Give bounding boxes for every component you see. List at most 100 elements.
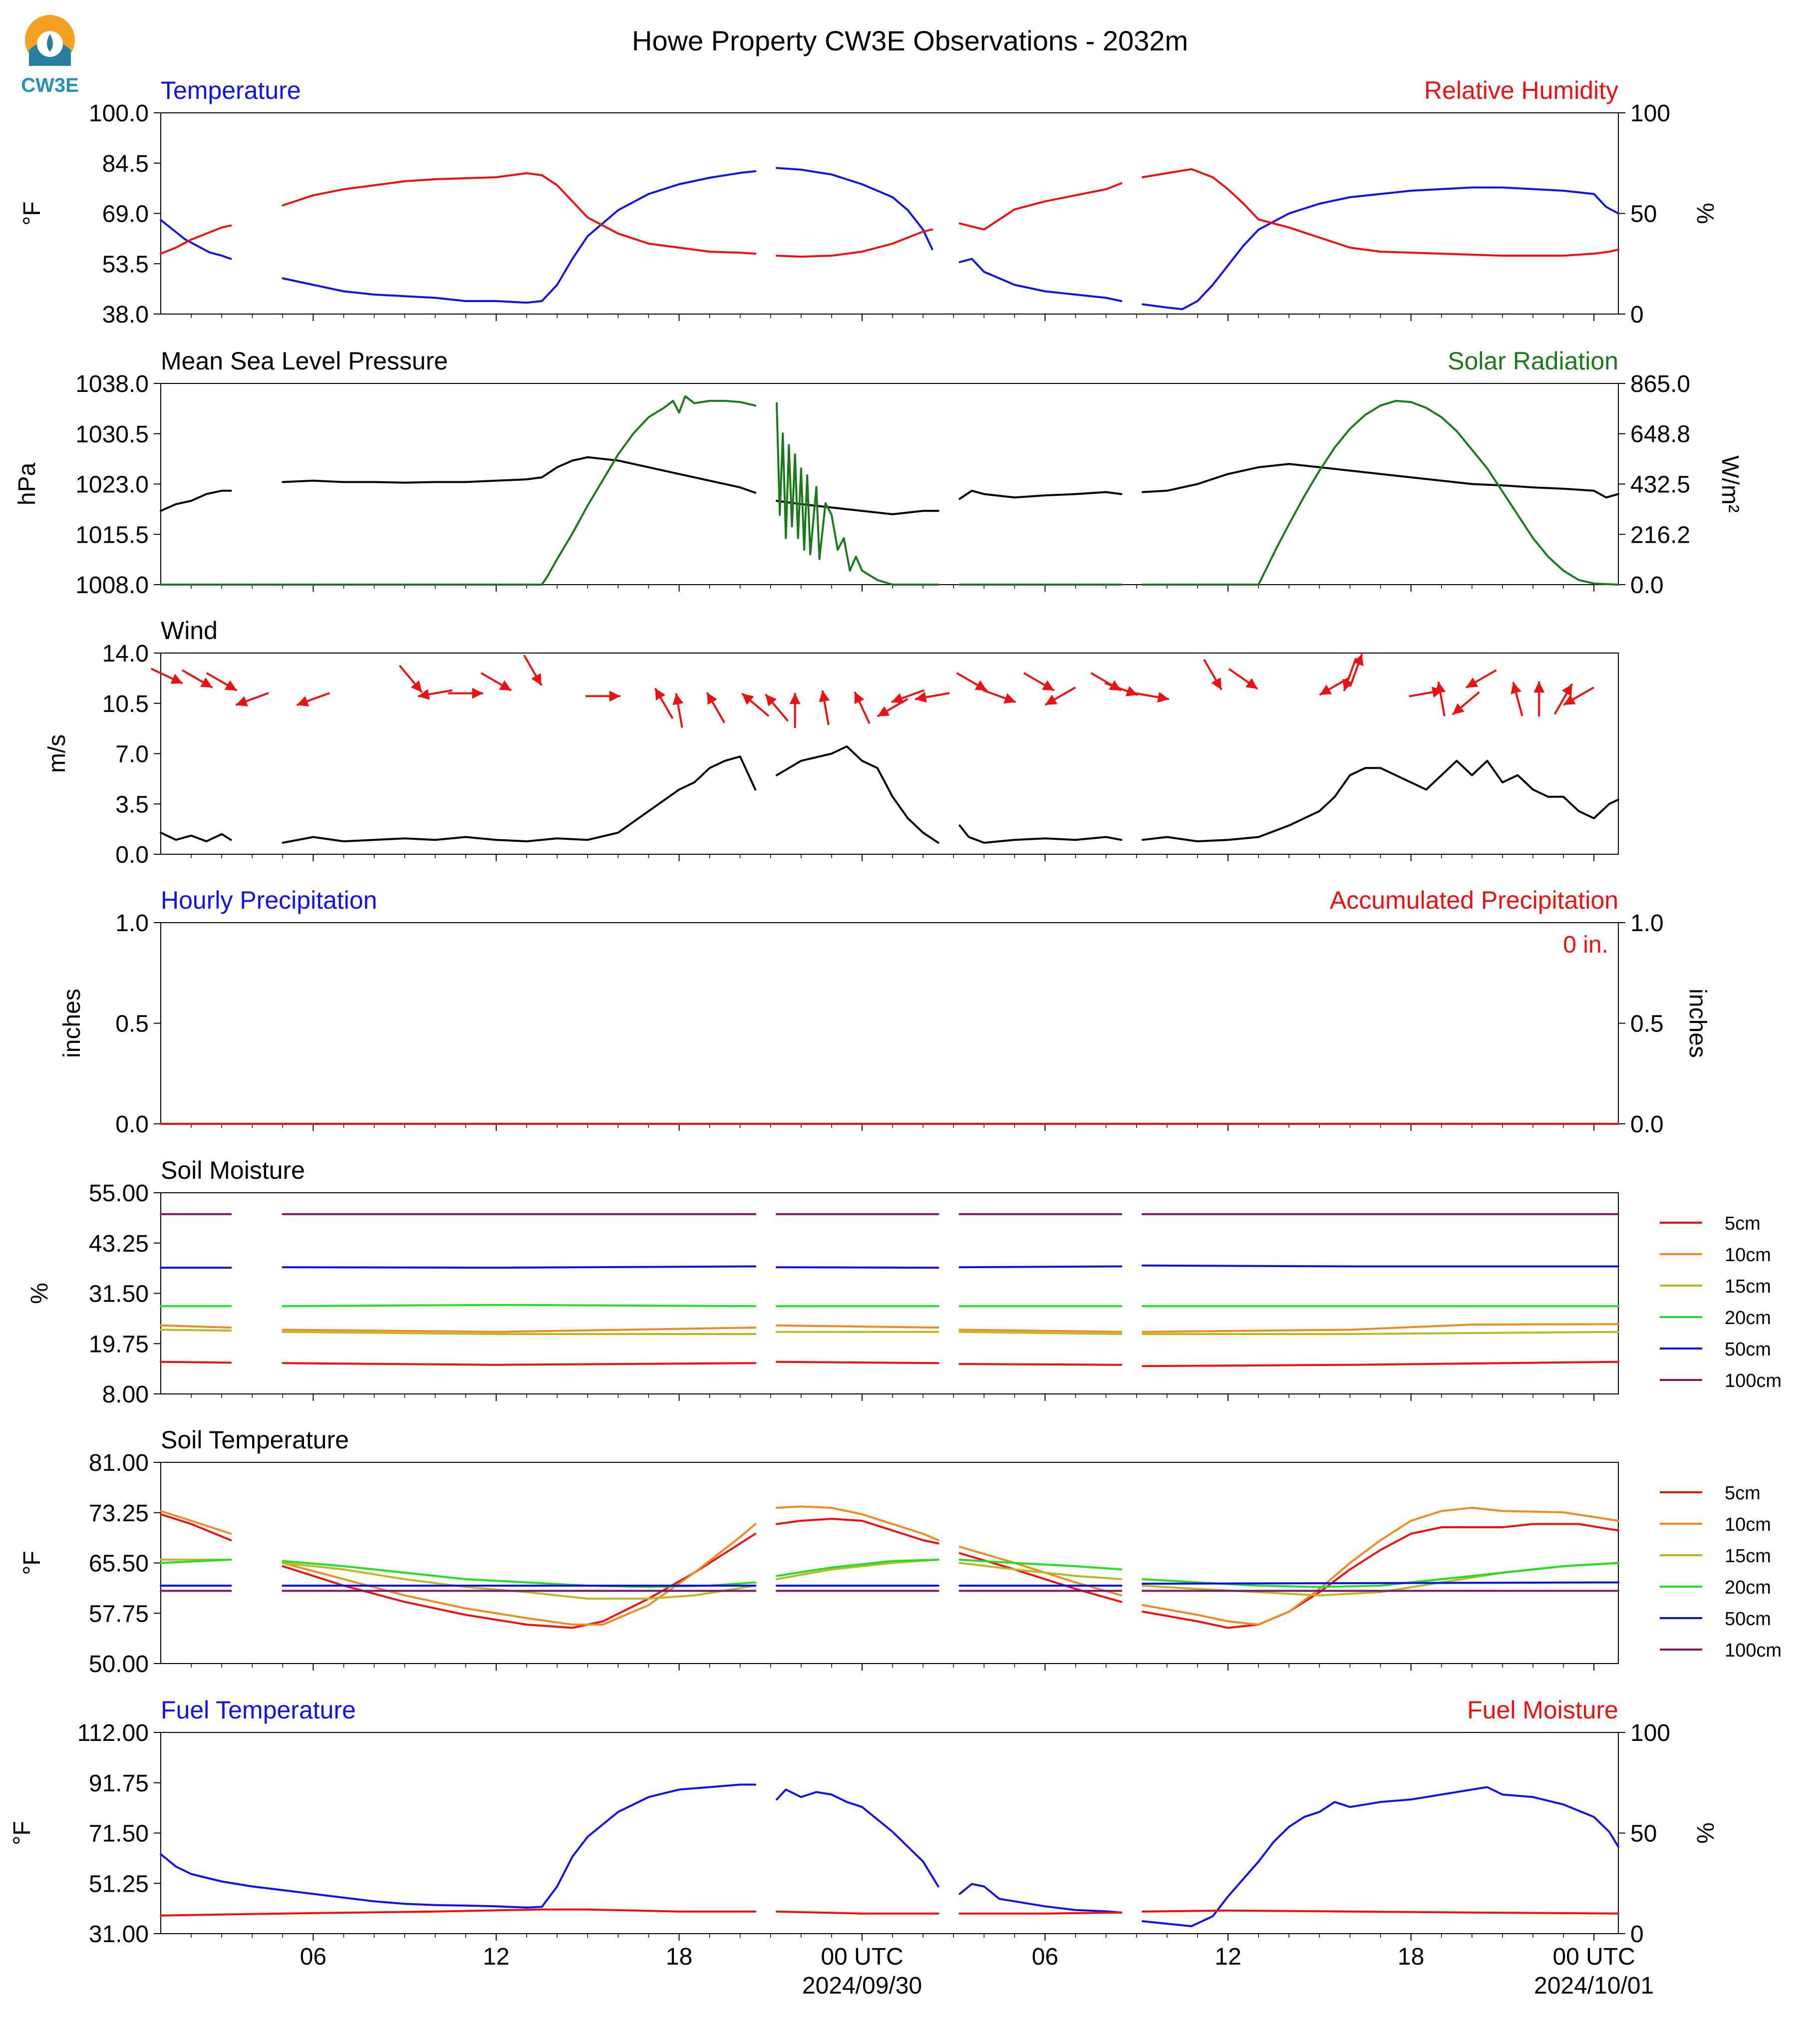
- wind-arrow-head: [200, 677, 213, 688]
- series-line-50cm: [160, 1581, 1619, 1587]
- y-tick-label: 84.5: [102, 151, 149, 177]
- x-tick-label: 06: [1032, 1944, 1058, 1970]
- y-tick-label: 0.5: [115, 1011, 149, 1037]
- wind-arrow-head: [1452, 703, 1465, 715]
- wind-arrow-head: [224, 680, 237, 691]
- y2-axis-label: W/m²: [1717, 455, 1743, 513]
- y-axis-label: °F: [19, 1551, 45, 1575]
- y-axis-label: %: [26, 1283, 53, 1304]
- wind-arrow-head: [1466, 677, 1479, 688]
- y2-tick-label: 0.0: [1630, 572, 1664, 599]
- series-line-15cm: [160, 1559, 1619, 1600]
- wind-arrow-head: [1045, 694, 1058, 705]
- x-tick-label: 12: [1214, 1944, 1241, 1970]
- plot-frame: [160, 1732, 1619, 1934]
- y-tick-label: 7.0: [115, 741, 149, 768]
- panel-left-title: Temperature: [161, 76, 301, 104]
- y-tick-label: 38.0: [102, 302, 149, 328]
- wind-arrow-head: [915, 691, 927, 703]
- series-line-10cm: [160, 1505, 1619, 1626]
- y2-tick-label: 100: [1630, 100, 1670, 127]
- y-tick-label: 1038.0: [75, 371, 149, 397]
- y-tick-label: 1015.5: [75, 522, 149, 548]
- panel-pressure_solar: Mean Sea Level Pressure Solar Radiation 10…: [14, 347, 1743, 599]
- y2-tick-label: 0: [1630, 302, 1644, 328]
- series-line-temperature: [160, 167, 1619, 311]
- panel-temp_rh: Temperature Relative Humidity 38.0 53.5 69.0…: [19, 76, 1718, 328]
- y-axis-label: inches: [59, 989, 85, 1058]
- wind-arrow-head: [499, 680, 512, 691]
- y-tick-label: 69.0: [102, 201, 149, 228]
- panel-soil_temperature: Soil Temperature 50.00 57.75 65.50 73.25 81.0…: [19, 1426, 1782, 1678]
- y2-axis-label: %: [1692, 1822, 1718, 1844]
- y2-tick-label: 432.5: [1630, 472, 1690, 498]
- wind-arrow-head: [410, 680, 422, 692]
- x-tick-label: 18: [666, 1944, 692, 1970]
- wind-arrow-head: [1533, 681, 1545, 693]
- wind-arrow-head: [672, 693, 684, 705]
- x-tick-label: 06: [300, 1944, 326, 1970]
- y-tick-label: 31.00: [89, 1921, 149, 1948]
- legend-label: 5cm: [1725, 1213, 1761, 1234]
- y-tick-label: 1023.0: [75, 472, 149, 498]
- y2-tick-label: 50: [1630, 1821, 1657, 1847]
- panel-wind: Wind 0.0 3.5 7.0 10.5 14.0 m/s: [44, 617, 1619, 868]
- y-tick-label: 0.0: [115, 842, 149, 868]
- y2-tick-label: 216.2: [1630, 522, 1690, 548]
- legend-label: 50cm: [1725, 1609, 1771, 1630]
- y-tick-label: 73.25: [89, 1500, 149, 1527]
- y-axis-label: °F: [19, 201, 45, 226]
- y2-tick-label: 0.0: [1630, 1111, 1664, 1138]
- series-line-solar: [160, 395, 1619, 586]
- legend-label: 100cm: [1725, 1370, 1782, 1391]
- legend-label: 10cm: [1725, 1514, 1771, 1535]
- logo: CW3E: [21, 15, 79, 96]
- y2-tick-label: 865.0: [1630, 371, 1690, 397]
- wind-arrow-head: [974, 680, 987, 691]
- x-axis: 06 12 18 00 UTC 06 12 18 00 UTC 2024/09/30 2024/1…: [300, 1944, 1654, 1999]
- wind-arrow-head: [789, 693, 801, 704]
- y-tick-label: 81.00: [89, 1450, 149, 1476]
- panel-left-title: Hourly Precipitation: [161, 886, 377, 914]
- y-tick-label: 1030.5: [75, 421, 149, 448]
- wind-arrow-head: [236, 696, 248, 706]
- series-line-50cm: [160, 1264, 1619, 1269]
- wind-arrow-head: [765, 694, 777, 706]
- y-axis-label: °F: [9, 1821, 35, 1845]
- y2-tick-label: 648.8: [1630, 421, 1690, 448]
- y2-tick-label: 0.5: [1630, 1011, 1664, 1037]
- x-tick-label: 12: [483, 1944, 509, 1970]
- logo-text: CW3E: [21, 74, 79, 96]
- wind-arrow-head: [1562, 683, 1572, 696]
- series-line-temperature: [160, 1783, 1619, 1928]
- x-tick-label: 00 UTC: [1552, 1944, 1635, 1970]
- wind-arrow-head: [1353, 654, 1364, 667]
- plot-frame: [160, 383, 1619, 585]
- panel-right-title: Solar Radiation: [1448, 347, 1618, 375]
- panel-left-title: Soil Moisture: [161, 1156, 305, 1184]
- y-tick-label: 91.75: [89, 1770, 149, 1797]
- wind-arrow-head: [742, 693, 754, 705]
- wind-arrow-head: [1157, 691, 1169, 703]
- series-line-5cm: [160, 1513, 1619, 1629]
- wind-arrow-head: [1245, 678, 1258, 689]
- wind-arrow-head: [1342, 678, 1353, 691]
- wind-arrow-head: [1003, 693, 1016, 704]
- wind-arrow-head: [877, 706, 890, 716]
- y-tick-label: 31.50: [89, 1281, 149, 1308]
- legend-label: 15cm: [1725, 1276, 1771, 1297]
- y2-axis-label: %: [1692, 203, 1718, 224]
- wind-arrow-head: [418, 689, 430, 700]
- series-line-humidity: [160, 1908, 1619, 1917]
- legend-label: 15cm: [1725, 1546, 1771, 1567]
- y-tick-label: 14.0: [102, 641, 149, 667]
- y-tick-label: 1.0: [115, 910, 149, 937]
- legend-label: 10cm: [1725, 1245, 1771, 1266]
- legend-label: 5cm: [1725, 1483, 1761, 1504]
- wind-arrow-head: [1042, 680, 1054, 691]
- legend-label: 20cm: [1725, 1577, 1771, 1598]
- x-date-label: 2024/09/30: [802, 1973, 922, 1999]
- y-tick-label: 53.5: [102, 251, 149, 278]
- panel-left-title: Wind: [161, 617, 218, 645]
